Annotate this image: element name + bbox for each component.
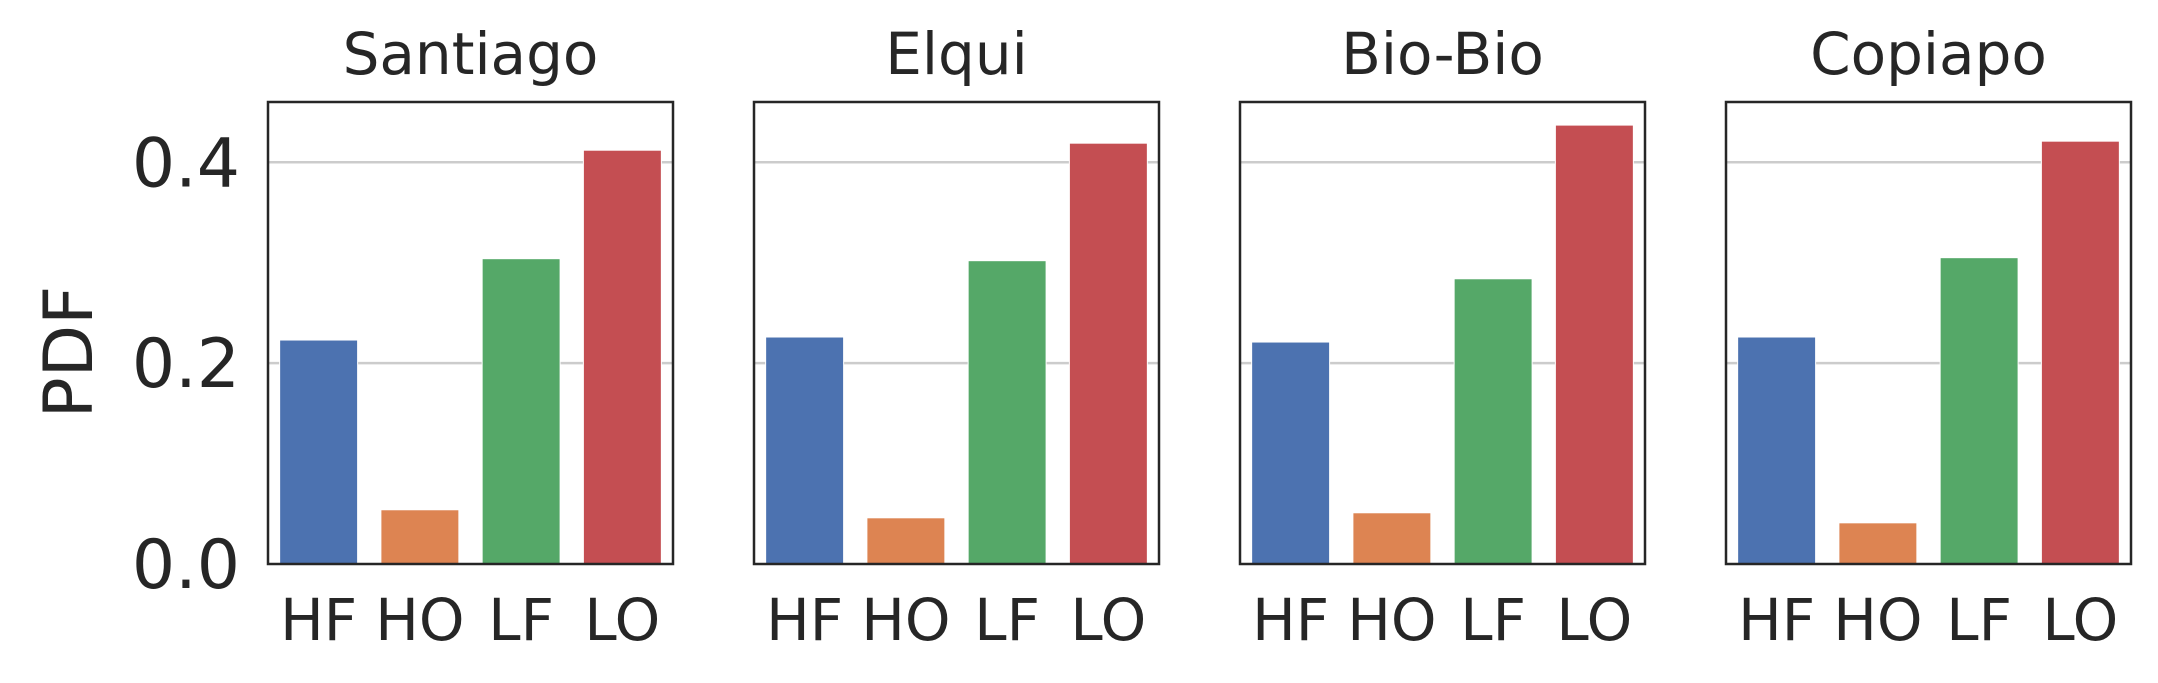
bar-lf	[1939, 257, 2019, 565]
x-tick-label: LF	[974, 586, 1040, 654]
y-axis-label: PDF	[30, 286, 109, 418]
panel-title: Bio-Bio	[1341, 20, 1544, 88]
panel-title: Santiago	[343, 20, 599, 88]
x-tick-label: LO	[584, 586, 660, 654]
axes-frame	[1238, 100, 1647, 566]
bar-lf	[481, 258, 561, 565]
x-tick-label: LF	[1946, 586, 2012, 654]
panel-bio-bio: Bio-Bio HF HO LF LO	[1238, 20, 1647, 654]
bar-ho	[1352, 512, 1432, 565]
x-tick-label: LF	[488, 586, 554, 654]
y-tick-label: 0.4	[132, 124, 240, 203]
bar-ho	[866, 517, 946, 565]
x-tick-label: LF	[1460, 586, 1526, 654]
bar-lo	[1554, 124, 1634, 565]
bar-lf	[1453, 278, 1533, 565]
bar-hf	[1251, 341, 1331, 565]
panel-santiago: Santiago HF HO LF LO 0.0 0.2 0.4	[132, 20, 675, 654]
x-tick-label: LO	[1556, 586, 1632, 654]
bar-ho	[1838, 522, 1918, 565]
y-tick-label: 0.2	[132, 325, 240, 404]
bar-lo	[2040, 140, 2120, 565]
axes-frame	[1724, 100, 2133, 566]
x-tick-label: LO	[2042, 586, 2118, 654]
bar-lo	[1068, 142, 1148, 565]
axes-frame	[752, 100, 1161, 566]
bar-hf	[1737, 336, 1817, 565]
bar-ho	[380, 509, 460, 565]
bar-hf	[765, 336, 845, 565]
panel-title: Copiapo	[1810, 20, 2047, 88]
bar-hf	[279, 339, 359, 565]
x-tick-label: HO	[1833, 586, 1922, 654]
x-tick-label: HO	[1347, 586, 1436, 654]
y-tick-label: 0.0	[132, 526, 240, 605]
panel-elqui: Elqui HF HO LF LO	[752, 20, 1161, 654]
x-tick-label: HO	[375, 586, 464, 654]
x-tick-label: HF	[1738, 586, 1815, 654]
bar-lo	[582, 149, 662, 565]
bar-lf	[967, 260, 1047, 565]
axes-frame	[266, 100, 675, 566]
x-tick-label: HF	[766, 586, 843, 654]
panel-copiapo: Copiapo HF HO LF LO	[1724, 20, 2133, 654]
panel-title: Elqui	[885, 20, 1027, 88]
x-tick-label: HF	[280, 586, 357, 654]
x-tick-label: LO	[1070, 586, 1146, 654]
x-tick-label: HO	[861, 586, 950, 654]
x-tick-label: HF	[1252, 586, 1329, 654]
